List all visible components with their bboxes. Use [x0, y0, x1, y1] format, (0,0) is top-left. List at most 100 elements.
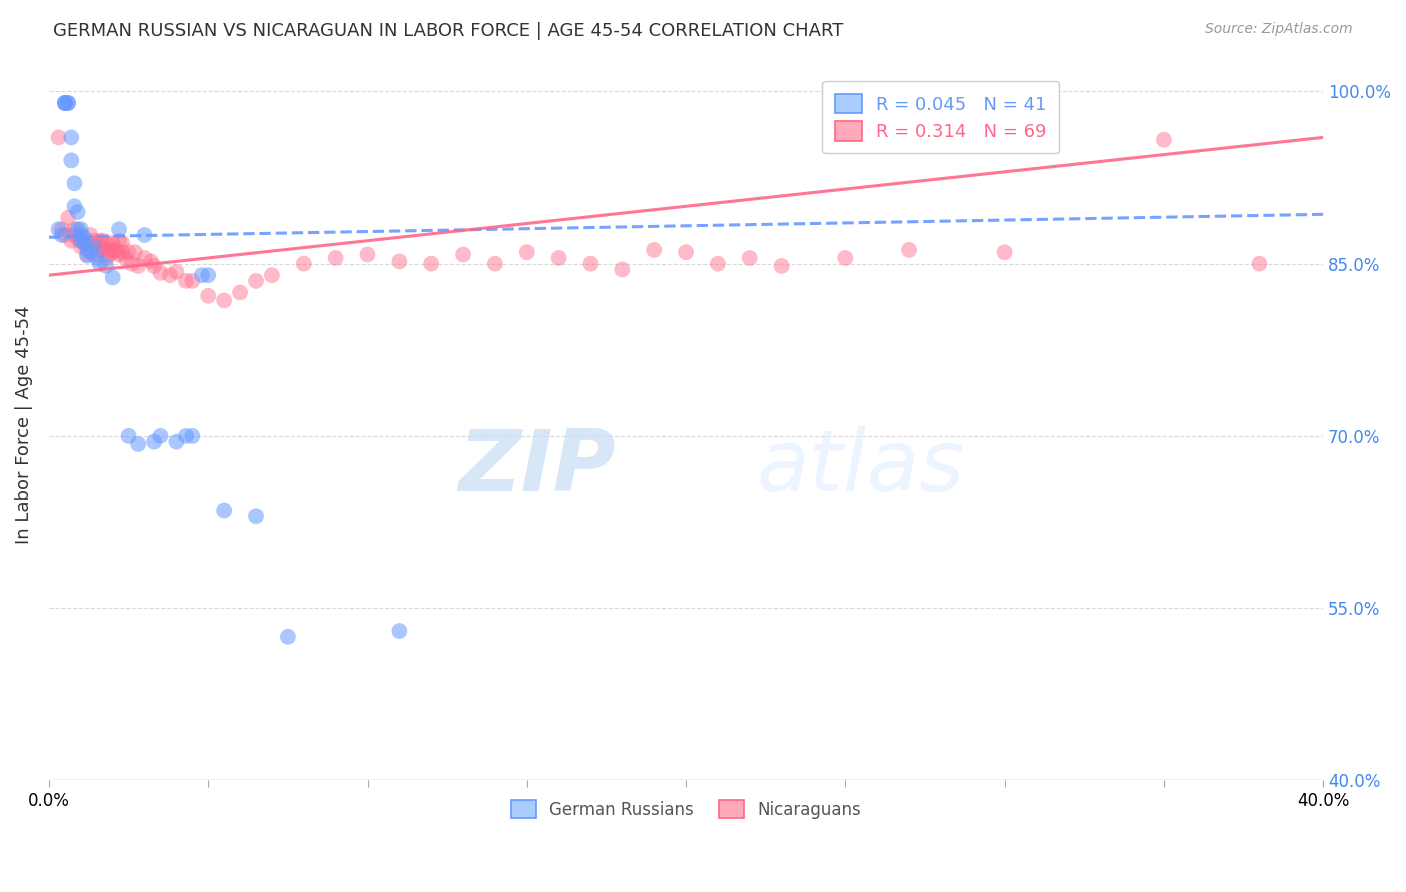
Point — [898, 243, 921, 257]
Point — [56, 211, 79, 225]
Point — [292, 257, 315, 271]
Point — [197, 289, 219, 303]
Point — [834, 251, 856, 265]
Point — [83, 239, 105, 253]
Point — [149, 429, 172, 443]
Point — [48, 130, 70, 145]
Point — [51, 227, 73, 242]
Text: atlas: atlas — [756, 425, 965, 508]
Point — [127, 437, 149, 451]
Point — [76, 243, 98, 257]
Point — [994, 245, 1017, 260]
Point — [229, 285, 252, 300]
Point — [579, 257, 602, 271]
Point — [181, 429, 204, 443]
Point — [53, 227, 76, 242]
Point — [420, 257, 443, 271]
Point — [212, 293, 235, 308]
Point — [245, 274, 267, 288]
Point — [174, 274, 197, 288]
Point — [60, 153, 83, 168]
Point — [51, 222, 73, 236]
Point — [101, 245, 124, 260]
Point — [76, 249, 98, 263]
Point — [165, 434, 187, 449]
Point — [53, 95, 76, 110]
Point — [63, 199, 86, 213]
Point — [111, 235, 134, 250]
Point — [388, 624, 411, 638]
Point — [134, 227, 156, 242]
Point — [60, 130, 83, 145]
Text: Source: ZipAtlas.com: Source: ZipAtlas.com — [1205, 22, 1353, 37]
Point — [738, 251, 761, 265]
Text: ZIP: ZIP — [458, 425, 616, 508]
Point — [191, 268, 214, 282]
Point — [127, 259, 149, 273]
Point — [388, 254, 411, 268]
Legend: German Russians, Nicaraguans: German Russians, Nicaraguans — [505, 793, 868, 825]
Point — [56, 95, 79, 110]
Point — [108, 247, 131, 261]
Point — [63, 177, 86, 191]
Point — [108, 222, 131, 236]
Point — [117, 245, 139, 260]
Point — [143, 259, 166, 273]
Point — [124, 245, 146, 260]
Point — [66, 231, 89, 245]
Point — [89, 234, 111, 248]
Point — [60, 234, 83, 248]
Point — [83, 234, 105, 248]
Point — [277, 630, 299, 644]
Point — [174, 429, 197, 443]
Point — [66, 222, 89, 236]
Point — [114, 251, 136, 265]
Point — [111, 245, 134, 260]
Point — [197, 268, 219, 282]
Text: GERMAN RUSSIAN VS NICARAGUAN IN LABOR FORCE | AGE 45-54 CORRELATION CHART: GERMAN RUSSIAN VS NICARAGUAN IN LABOR FO… — [53, 22, 844, 40]
Point — [143, 434, 166, 449]
Point — [79, 227, 101, 242]
Point — [96, 251, 118, 265]
Point — [612, 262, 634, 277]
Point — [547, 251, 569, 265]
Point — [139, 254, 162, 268]
Point — [451, 247, 474, 261]
Point — [89, 257, 111, 271]
Point — [53, 95, 76, 110]
Point — [89, 243, 111, 257]
Point — [1249, 257, 1271, 271]
Point — [86, 251, 108, 265]
Point — [69, 227, 91, 242]
Point — [104, 243, 127, 257]
Y-axis label: In Labor Force | Age 45-54: In Labor Force | Age 45-54 — [15, 305, 32, 544]
Point — [73, 230, 96, 244]
Point — [66, 205, 89, 219]
Point — [69, 222, 91, 236]
Point — [69, 239, 91, 253]
Point — [48, 222, 70, 236]
Point — [108, 234, 131, 248]
Point — [98, 243, 121, 257]
Point — [707, 257, 730, 271]
Point — [101, 235, 124, 250]
Point — [134, 251, 156, 265]
Point — [159, 268, 181, 282]
Point — [484, 257, 506, 271]
Point — [212, 503, 235, 517]
Point — [356, 247, 378, 261]
Point — [73, 235, 96, 250]
Point — [675, 245, 697, 260]
Point — [86, 247, 108, 261]
Point — [101, 270, 124, 285]
Point — [86, 235, 108, 250]
Point — [149, 266, 172, 280]
Point — [516, 245, 538, 260]
Point — [56, 95, 79, 110]
Point — [63, 222, 86, 236]
Point — [117, 429, 139, 443]
Point — [98, 247, 121, 261]
Point — [1153, 133, 1175, 147]
Point — [53, 95, 76, 110]
Point — [121, 257, 143, 271]
